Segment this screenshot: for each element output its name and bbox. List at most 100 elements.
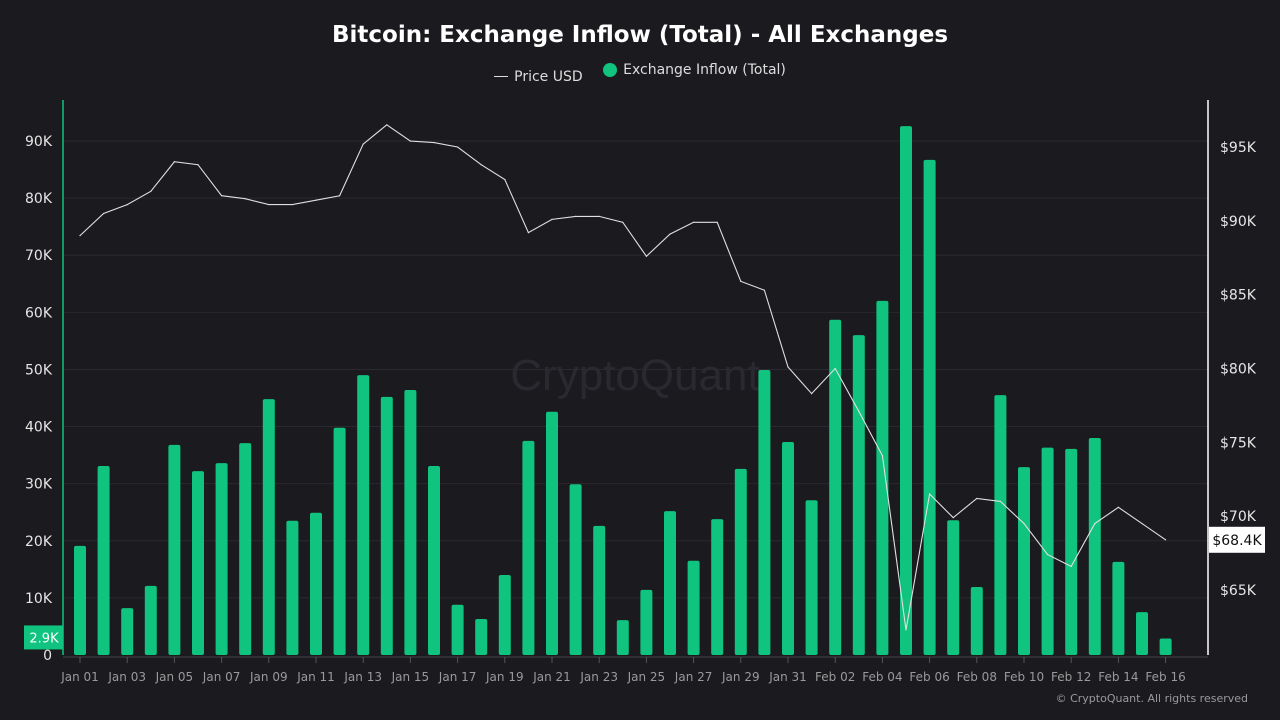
price-point	[244, 198, 246, 200]
price-point	[1165, 539, 1167, 541]
legend-item-price[interactable]: Price USD	[494, 69, 583, 85]
left-tick-label: 20K	[25, 534, 53, 550]
price-point	[221, 195, 223, 197]
price-point	[740, 280, 742, 282]
price-point	[457, 146, 459, 148]
bar	[428, 465, 440, 655]
right-tick-label: $65K	[1220, 583, 1257, 599]
x-tick-label: Jan 07	[202, 670, 241, 684]
price-point	[551, 218, 553, 220]
bar	[498, 575, 511, 655]
bar	[1136, 612, 1148, 655]
x-tick-label: Feb 06	[909, 670, 949, 684]
bar	[734, 468, 747, 655]
bar	[74, 545, 86, 655]
bar	[711, 519, 724, 655]
price-point	[386, 124, 388, 126]
price-point	[103, 212, 105, 215]
price-point	[1070, 565, 1072, 567]
current-inflow-label: 2.9K	[29, 631, 59, 646]
price-point	[291, 203, 293, 206]
bar	[239, 443, 252, 655]
bar	[593, 525, 606, 655]
bar	[475, 619, 488, 655]
price-point	[858, 410, 860, 412]
bar	[404, 390, 417, 655]
price-point	[787, 366, 789, 368]
bar	[687, 560, 700, 655]
price-point	[693, 221, 695, 223]
x-tick-label: Jan 19	[485, 670, 524, 684]
x-tick-label: Feb 04	[862, 670, 902, 684]
bar	[1065, 448, 1078, 655]
x-tick-label: Jan 01	[60, 670, 99, 684]
right-tick-label: $95K	[1220, 140, 1257, 156]
left-tick-label: 40K	[25, 420, 53, 436]
price-point	[999, 500, 1002, 502]
chart-title: Bitcoin: Exchange Inflow (Total) - All E…	[331, 22, 949, 48]
bar	[852, 335, 865, 655]
price-point	[527, 232, 530, 234]
x-tick-label: Jan 05	[155, 670, 194, 684]
x-tick-label: Jan 23	[579, 670, 618, 684]
bar	[451, 604, 464, 655]
price-point	[504, 178, 506, 181]
price-point	[905, 629, 907, 631]
current-price-label: $68.4K	[1212, 533, 1262, 549]
bar	[758, 370, 771, 655]
bar	[380, 396, 393, 655]
x-tick-label: Jan 27	[674, 670, 713, 684]
bar	[923, 159, 936, 655]
bar	[970, 587, 983, 655]
x-tick-label: Jan 21	[532, 670, 571, 684]
left-tick-label: 80K	[25, 191, 53, 207]
price-point	[669, 233, 671, 235]
price-point	[1047, 553, 1049, 556]
x-tick-label: Jan 09	[249, 670, 288, 684]
left-tick-label: 50K	[25, 362, 53, 378]
price-point	[952, 517, 954, 519]
bar	[1159, 638, 1172, 655]
x-tick-label: Feb 16	[1145, 670, 1185, 684]
legend: Price USD Exchange Inflow (Total)	[0, 62, 1280, 85]
bar	[144, 585, 157, 655]
copyright: © CryptoQuant. All rights reserved	[1055, 692, 1248, 705]
bar	[1041, 447, 1054, 655]
bar	[1018, 467, 1030, 655]
right-tick-label: $85K	[1220, 288, 1257, 304]
legend-label: Exchange Inflow (Total)	[623, 62, 786, 78]
bar	[357, 375, 370, 655]
price-point	[150, 190, 152, 192]
left-tick-label: 90K	[25, 134, 53, 150]
x-tick-label: Feb 10	[1004, 670, 1044, 684]
bar	[215, 463, 228, 655]
current-price-badge	[1209, 526, 1265, 553]
legend-item-inflow[interactable]: Exchange Inflow (Total)	[603, 62, 786, 78]
bar	[900, 126, 912, 655]
bar	[286, 520, 299, 655]
bar	[121, 608, 134, 655]
price-point	[362, 143, 364, 145]
bar	[168, 444, 181, 655]
right-tick-label: $80K	[1220, 362, 1257, 378]
bar	[192, 471, 204, 655]
bar	[333, 427, 346, 655]
price-point	[1117, 506, 1119, 508]
bar	[97, 465, 110, 655]
right-tick-label: $90K	[1220, 214, 1257, 230]
line-swatch-icon	[494, 76, 509, 77]
price-point	[716, 221, 718, 223]
left-tick-label: 60K	[25, 305, 53, 321]
x-tick-label: Feb 02	[815, 670, 855, 684]
bar	[569, 484, 582, 655]
bar	[664, 511, 676, 655]
left-tick-label: 0	[43, 648, 52, 664]
bar	[546, 411, 558, 655]
price-point	[763, 289, 766, 291]
left-tick-label: 30K	[25, 477, 53, 493]
price-point	[811, 393, 813, 395]
price-point	[197, 164, 199, 166]
x-tick-label: Feb 08	[957, 670, 997, 684]
x-tick-label: Feb 12	[1051, 670, 1091, 684]
bar	[1112, 561, 1125, 655]
